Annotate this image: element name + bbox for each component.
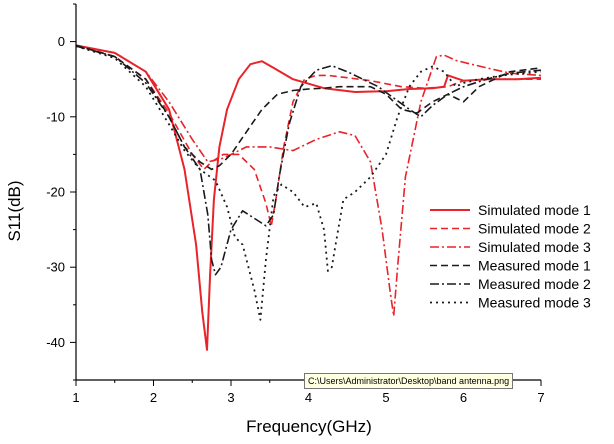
legend-label-1: Simulated mode 1: [478, 202, 591, 218]
legend: Simulated mode 1 Simulated mode 2 Simulate…: [424, 198, 591, 318]
x-tick-label: 2: [150, 390, 157, 405]
file-path-tooltip: C:\Users\Administrator\Desktop\band ante…: [304, 373, 514, 389]
y-tick-label: -10: [46, 109, 65, 124]
plot-curves: [76, 44, 541, 351]
x-tick-label: 4: [305, 390, 312, 405]
series-line-4: [76, 44, 541, 171]
legend-label-5: Measured mode 2: [478, 276, 591, 292]
legend-label-2: Simulated mode 2: [478, 221, 591, 237]
y-tick-label: -40: [46, 335, 65, 350]
x-tick-label: 7: [537, 390, 544, 405]
y-axis-title: S11(dB): [5, 180, 24, 241]
legend-label-6: Measured mode 3: [478, 295, 591, 311]
series-line-5: [76, 45, 541, 276]
legend-background: [424, 198, 558, 318]
axes: [75, 4, 541, 381]
x-axis-title: Frequency(GHz): [246, 417, 372, 436]
x-tick-label: 5: [382, 390, 389, 405]
axis-ticks: 1 2 3 4 5 6 7 0 -10 -20 -30 -40: [46, 3, 545, 405]
y-tick-label: -30: [46, 260, 65, 275]
legend-label-3: Simulated mode 3: [478, 239, 591, 255]
y-tick-label: -20: [46, 185, 65, 200]
x-tick-label: 3: [227, 390, 234, 405]
series-line-3: [76, 45, 541, 317]
x-tick-label: 6: [460, 390, 467, 405]
series-line-6: [76, 45, 541, 321]
series-line-1: [76, 44, 541, 351]
y-tick-label: 0: [58, 34, 65, 49]
legend-label-4: Measured mode 1: [478, 258, 591, 274]
x-tick-label: 1: [72, 390, 79, 405]
